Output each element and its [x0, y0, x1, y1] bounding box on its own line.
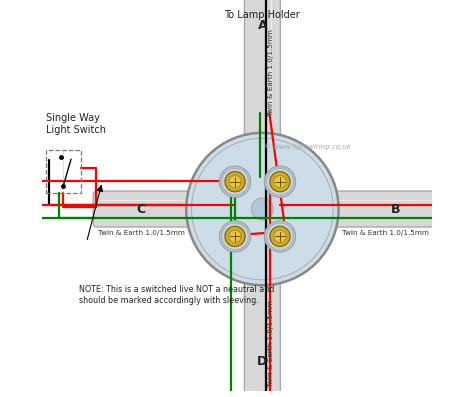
FancyBboxPatch shape [93, 191, 201, 227]
Text: B: B [391, 202, 400, 216]
Circle shape [229, 230, 241, 243]
FancyBboxPatch shape [324, 191, 443, 227]
Text: Twin & Earth 1.0/1.5mm: Twin & Earth 1.0/1.5mm [342, 230, 429, 236]
Circle shape [264, 221, 296, 252]
Text: Twin & Earth 1.0/1.5mm: Twin & Earth 1.0/1.5mm [267, 300, 273, 387]
Circle shape [267, 168, 293, 195]
Circle shape [222, 223, 248, 250]
Text: © www.lightwiring.co.uk: © www.lightwiring.co.uk [264, 143, 351, 150]
Text: D: D [257, 355, 267, 368]
Circle shape [225, 172, 245, 192]
Circle shape [229, 175, 241, 188]
Circle shape [274, 230, 286, 243]
Circle shape [219, 221, 251, 252]
Text: A: A [257, 19, 267, 32]
Circle shape [274, 175, 286, 188]
Circle shape [186, 133, 338, 285]
Text: C: C [137, 202, 146, 216]
Circle shape [251, 198, 273, 220]
Text: Twin & Earth 1.0/1.5mm: Twin & Earth 1.0/1.5mm [98, 230, 185, 236]
Text: NOTE: This is a switched live NOT a neautral and
should be marked accordingly wi: NOTE: This is a switched live NOT a neau… [79, 285, 274, 304]
Circle shape [267, 223, 293, 250]
Circle shape [264, 166, 296, 197]
Text: Single Way
Light Switch: Single Way Light Switch [46, 113, 106, 135]
Circle shape [222, 168, 248, 195]
Text: Twin & Earth 1.0/1.5mm: Twin & Earth 1.0/1.5mm [267, 30, 273, 116]
Circle shape [225, 226, 245, 247]
FancyBboxPatch shape [245, 271, 280, 397]
Circle shape [219, 166, 251, 197]
Text: To Lamp Holder: To Lamp Holder [225, 10, 300, 20]
Bar [46, 150, 81, 193]
FancyBboxPatch shape [245, 0, 280, 147]
Circle shape [191, 138, 333, 280]
Circle shape [270, 226, 290, 247]
Circle shape [270, 172, 290, 192]
